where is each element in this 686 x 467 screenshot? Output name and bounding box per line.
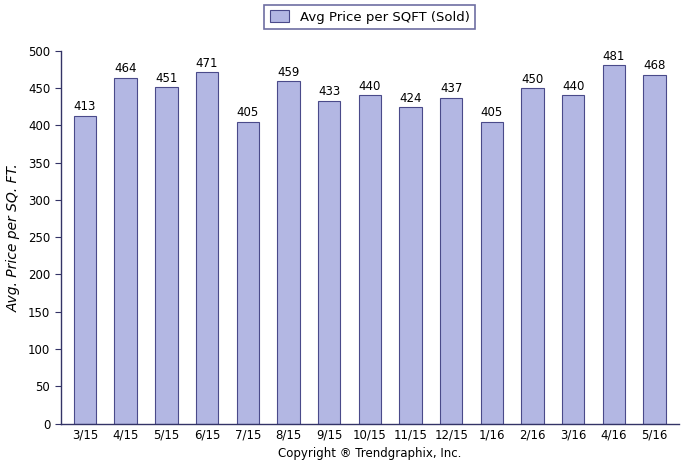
Text: 405: 405	[237, 106, 259, 119]
Bar	[481, 121, 503, 424]
Text: 440: 440	[562, 80, 584, 93]
Bar	[196, 72, 218, 424]
Text: 413: 413	[74, 100, 96, 113]
Text: 464: 464	[115, 62, 137, 75]
Bar	[643, 75, 666, 424]
Bar	[562, 95, 584, 424]
Text: 459: 459	[277, 66, 300, 79]
Bar	[399, 107, 422, 424]
Bar	[115, 78, 137, 424]
Text: 405: 405	[481, 106, 503, 119]
Text: 437: 437	[440, 83, 462, 95]
Bar	[237, 121, 259, 424]
Text: 468: 468	[643, 59, 666, 72]
Text: 450: 450	[521, 73, 544, 86]
Bar	[440, 98, 462, 424]
Text: 433: 433	[318, 85, 340, 99]
Text: 481: 481	[603, 50, 625, 63]
Bar	[318, 101, 340, 424]
Bar	[359, 95, 381, 424]
Text: 424: 424	[399, 92, 422, 105]
X-axis label: Copyright ® Trendgraphix, Inc.: Copyright ® Trendgraphix, Inc.	[278, 447, 462, 460]
Bar	[603, 65, 625, 424]
Bar	[74, 116, 96, 424]
Y-axis label: Avg. Price per SQ. FT.: Avg. Price per SQ. FT.	[7, 163, 21, 311]
Bar	[277, 81, 300, 424]
Bar	[521, 88, 544, 424]
Text: 440: 440	[359, 80, 381, 93]
Legend: Avg Price per SQFT (Sold): Avg Price per SQFT (Sold)	[264, 5, 475, 29]
Text: 471: 471	[196, 57, 218, 70]
Text: 451: 451	[155, 72, 178, 85]
Bar	[155, 87, 178, 424]
